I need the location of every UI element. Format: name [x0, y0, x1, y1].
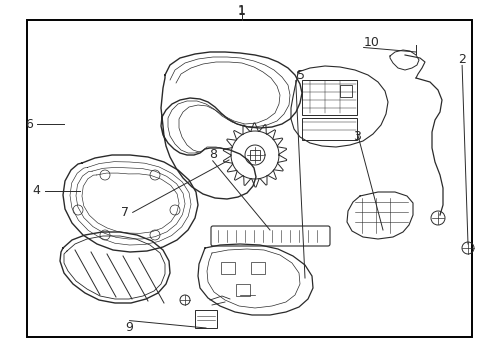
Text: 1: 1 [238, 5, 245, 18]
Text: 9: 9 [125, 321, 133, 334]
Text: 5: 5 [296, 69, 304, 82]
Bar [249, 150, 260, 160]
Text: 8: 8 [208, 148, 216, 161]
Bar [250, 262, 264, 274]
Bar [302, 118, 356, 140]
Bar [195, 310, 217, 328]
Bar [27, 20, 471, 337]
Bar [339, 85, 351, 97]
Text: 1: 1 [238, 4, 245, 17]
Text: 6: 6 [25, 118, 33, 131]
Bar [236, 284, 249, 296]
Bar [221, 262, 235, 274]
Text: 3: 3 [352, 130, 360, 143]
Text: 10: 10 [363, 36, 379, 49]
Bar [302, 80, 356, 115]
Text: 7: 7 [121, 206, 128, 219]
Text: 2: 2 [457, 53, 465, 66]
Text: 4: 4 [33, 184, 41, 197]
